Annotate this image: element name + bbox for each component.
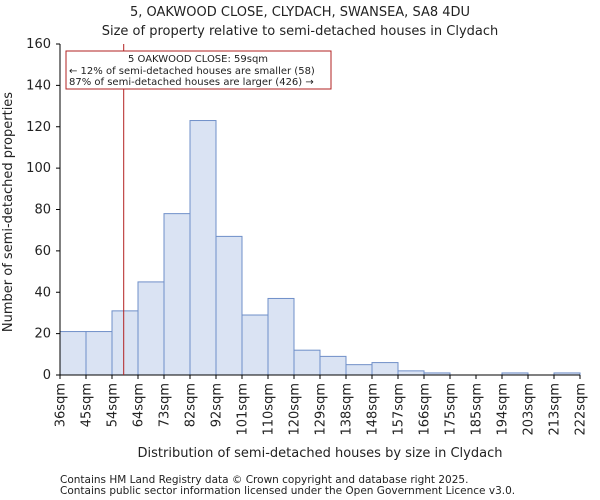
y-tick-label: 80 [34,203,51,218]
bars-layer [59,120,581,376]
y-tick-label: 120 [26,120,51,135]
histogram-bar-6 [215,235,243,376]
histogram-bar-7 [241,314,269,376]
histogram-bar-10 [319,355,347,376]
x-tick-label: 138sqm [340,383,355,436]
footer-line-2: Contains public sector information licen… [60,485,515,497]
y-tick-label: 100 [26,161,51,176]
x-tick-label: 166sqm [418,383,433,436]
histogram-bar-9 [293,349,321,376]
histogram-bar-13 [397,370,425,376]
x-tick-label: 92sqm [210,383,225,427]
x-tick-label: 129sqm [314,383,329,436]
y-tick-label: 60 [34,244,51,259]
histogram-bar-8 [267,297,295,376]
annotation-line-1: 5 OAKWOOD CLOSE: 59sqm [128,54,268,65]
x-tick-label: 157sqm [392,383,407,436]
x-tick-label: 120sqm [288,383,303,436]
x-tick-label: 203sqm [522,383,537,436]
y-tick-label: 20 [34,327,51,342]
x-tick-label: 36sqm [54,383,69,427]
histogram-bar-3 [137,281,165,376]
x-tick-label: 110sqm [262,383,277,436]
annotation-line-3: 87% of semi-detached houses are larger (… [69,77,314,88]
x-tick-label: 45sqm [80,383,95,427]
x-tick-layer: 36sqm 45sqm 54sqm 64sqm 73sqm 82sqm 92sqm 101sq… [54,375,589,436]
histogram-bar-11 [345,364,373,376]
histogram-bar-4 [163,213,191,376]
footer-line-1: Contains HM Land Registry data © Crown c… [60,474,468,486]
y-axis-label: Number of semi-detached properties [1,92,16,332]
chart-title: 5, OAKWOOD CLOSE, CLYDACH, SWANSEA, SA8 … [130,5,470,20]
x-tick-label: 175sqm [444,383,459,436]
x-tick-label: 222sqm [574,383,589,436]
y-tick-label: 160 [26,37,51,52]
x-tick-label: 213sqm [548,383,563,436]
y-tick-layer: 0 20 40 60 80 100 120 140 160 [26,37,60,383]
annotation-box: 5 OAKWOOD CLOSE: 59sqm ← 12% of semi-det… [65,50,332,90]
histogram-bar-2 [111,310,139,376]
x-tick-label: 194sqm [496,383,511,436]
y-tick-label: 40 [34,285,51,300]
x-axis-label: Distribution of semi-detached houses by … [138,446,503,461]
x-tick-label: 148sqm [366,383,381,436]
chart-subtitle: Size of property relative to semi-detach… [102,24,499,39]
histogram-bar-0 [59,331,87,376]
histogram-bar-1 [85,331,113,376]
y-tick-label: 140 [26,78,51,93]
x-tick-label: 64sqm [132,383,147,427]
y-tick-label: 0 [43,368,51,383]
annotation-line-2: ← 12% of semi-detached houses are smalle… [69,66,315,77]
x-tick-label: 185sqm [470,383,485,436]
x-tick-label: 82sqm [184,383,199,427]
x-tick-label: 101sqm [236,383,251,436]
histogram-bar-12 [371,362,399,376]
x-tick-label: 73sqm [158,383,173,427]
x-tick-label: 54sqm [106,383,121,427]
histogram-bar-5 [189,120,217,376]
